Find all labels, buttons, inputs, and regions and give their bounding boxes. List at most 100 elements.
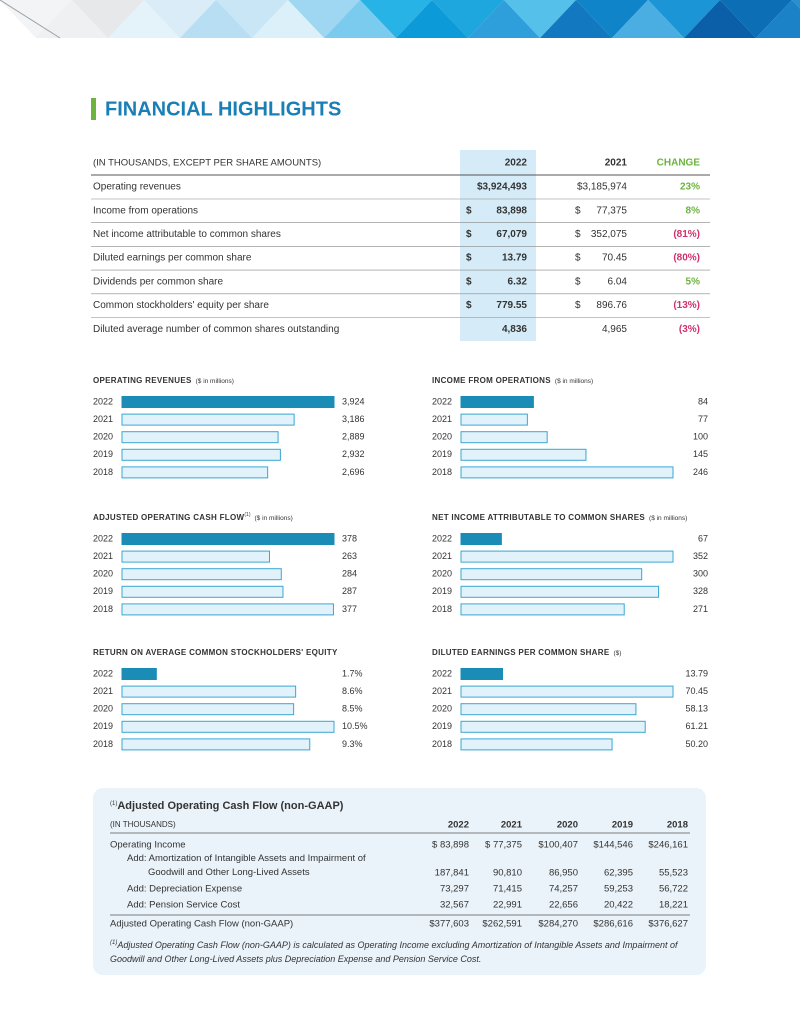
bar bbox=[121, 720, 335, 733]
year-label: 2021 bbox=[432, 551, 452, 561]
value-label: 50.20 bbox=[685, 739, 708, 749]
currency: $ bbox=[575, 276, 581, 287]
bar bbox=[460, 396, 534, 408]
year-label: 2022 bbox=[432, 396, 452, 406]
banner-tri bbox=[504, 0, 576, 38]
currency: $ bbox=[466, 300, 472, 311]
change: 23% bbox=[680, 182, 700, 193]
currency: $ bbox=[466, 253, 472, 264]
year-label: 2019 bbox=[93, 449, 113, 459]
banner-tri bbox=[684, 0, 756, 38]
bar bbox=[121, 568, 282, 581]
cell: $ 77,375 bbox=[485, 840, 522, 851]
value-label: 2,696 bbox=[342, 467, 365, 477]
bar bbox=[121, 585, 284, 598]
row-label: Add: Pension Service Cost bbox=[127, 900, 240, 911]
chart-unit: ($) bbox=[613, 650, 621, 657]
year-label: 2020 bbox=[432, 704, 452, 714]
year-label: 2021 bbox=[432, 414, 452, 424]
cell: 13.79 bbox=[502, 253, 527, 264]
bar bbox=[460, 685, 674, 698]
banner-tri bbox=[396, 0, 468, 38]
banner-tri bbox=[648, 0, 720, 38]
year-label: 2018 bbox=[432, 604, 452, 614]
banner-line bbox=[0, 0, 61, 39]
year-label: 2021 bbox=[93, 551, 113, 561]
cell: 6.32 bbox=[508, 276, 528, 287]
change: (80%) bbox=[673, 253, 700, 264]
banner-tri bbox=[108, 0, 180, 38]
cell: 18,221 bbox=[659, 900, 688, 911]
highlight-column bbox=[460, 150, 536, 341]
chart-title-text: NET INCOME ATTRIBUTABLE TO COMMON SHARES bbox=[432, 513, 645, 522]
row-label: Operating Income bbox=[110, 840, 186, 851]
year-label: 2018 bbox=[93, 604, 113, 614]
row-label: Income from operations bbox=[93, 205, 198, 216]
year-header: 2022 bbox=[448, 820, 469, 831]
chart-unit: ($ in millions) bbox=[555, 378, 593, 385]
column-header: (IN THOUSANDS, EXCEPT PER SHARE AMOUNTS) bbox=[93, 158, 321, 169]
currency: $ bbox=[575, 253, 581, 264]
value-label: 67 bbox=[698, 533, 708, 543]
bar bbox=[121, 431, 279, 444]
cell: 55,523 bbox=[659, 868, 688, 879]
year-label: 2018 bbox=[93, 467, 113, 477]
cell: 77,375 bbox=[596, 205, 627, 216]
cell: 67,079 bbox=[496, 229, 527, 240]
cell: 187,841 bbox=[435, 868, 469, 879]
cell: $286,616 bbox=[593, 919, 633, 930]
cell: 4,965 bbox=[602, 324, 627, 335]
banner-tri bbox=[576, 0, 648, 38]
year-header: 2018 bbox=[667, 820, 688, 831]
row-label: Adjusted Operating Cash Flow (non-GAAP) bbox=[110, 919, 293, 930]
chart-title: ADJUSTED OPERATING CASH FLOW(1) ($ in mil… bbox=[93, 512, 293, 522]
cell: 22,656 bbox=[549, 900, 578, 911]
cell: $3,924,493 bbox=[477, 182, 527, 193]
bar bbox=[460, 448, 587, 461]
currency: $ bbox=[575, 205, 581, 216]
banner-tri bbox=[144, 0, 216, 38]
year-label: 2019 bbox=[432, 721, 452, 731]
cell: $262,591 bbox=[482, 919, 522, 930]
value-label: 2,889 bbox=[342, 432, 365, 442]
chart-title: OPERATING REVENUES ($ in millions) bbox=[93, 376, 234, 385]
banner-tri bbox=[612, 0, 684, 38]
banner-tri bbox=[468, 0, 540, 38]
column-header: CHANGE bbox=[657, 158, 701, 169]
value-label: 378 bbox=[342, 533, 357, 543]
chart-unit: ($ in millions) bbox=[255, 515, 293, 522]
year-header: 2019 bbox=[612, 820, 633, 831]
row-label: Net income attributable to common shares bbox=[93, 229, 281, 240]
footnote-text: Adjusted Operating Cash Flow (non-GAAP) … bbox=[110, 940, 678, 964]
cell: 71,415 bbox=[493, 884, 522, 895]
value-label: 271 bbox=[693, 604, 708, 614]
value-label: 328 bbox=[693, 586, 708, 596]
bar bbox=[121, 685, 297, 698]
year-label: 2020 bbox=[432, 432, 452, 442]
currency: $ bbox=[466, 205, 472, 216]
bar bbox=[121, 448, 281, 461]
year-label: 2020 bbox=[93, 432, 113, 442]
bar bbox=[460, 603, 625, 616]
banner-tri bbox=[0, 0, 72, 38]
year-label: 2022 bbox=[432, 533, 452, 543]
value-label: 77 bbox=[698, 414, 708, 424]
currency: $ bbox=[466, 229, 472, 240]
cell: $ 83,898 bbox=[432, 840, 469, 851]
change: (13%) bbox=[673, 300, 700, 311]
box-title-text: Adjusted Operating Cash Flow (non-GAAP) bbox=[117, 800, 343, 812]
row-label: Dividends per common share bbox=[93, 276, 223, 287]
banner-tri bbox=[252, 0, 324, 38]
banner-tri bbox=[288, 0, 360, 38]
cell: $376,627 bbox=[648, 919, 688, 930]
value-label: 3,924 bbox=[342, 396, 365, 406]
note-mark: (1) bbox=[110, 940, 118, 946]
cell: 32,567 bbox=[440, 900, 469, 911]
cell: 90,810 bbox=[493, 868, 522, 879]
column-header: 2022 bbox=[505, 158, 528, 169]
cell: $284,270 bbox=[538, 919, 578, 930]
note-mark: (1) bbox=[110, 801, 117, 807]
row-label: Operating revenues bbox=[93, 182, 181, 193]
value-label: 2,932 bbox=[342, 449, 365, 459]
bar bbox=[460, 550, 674, 563]
